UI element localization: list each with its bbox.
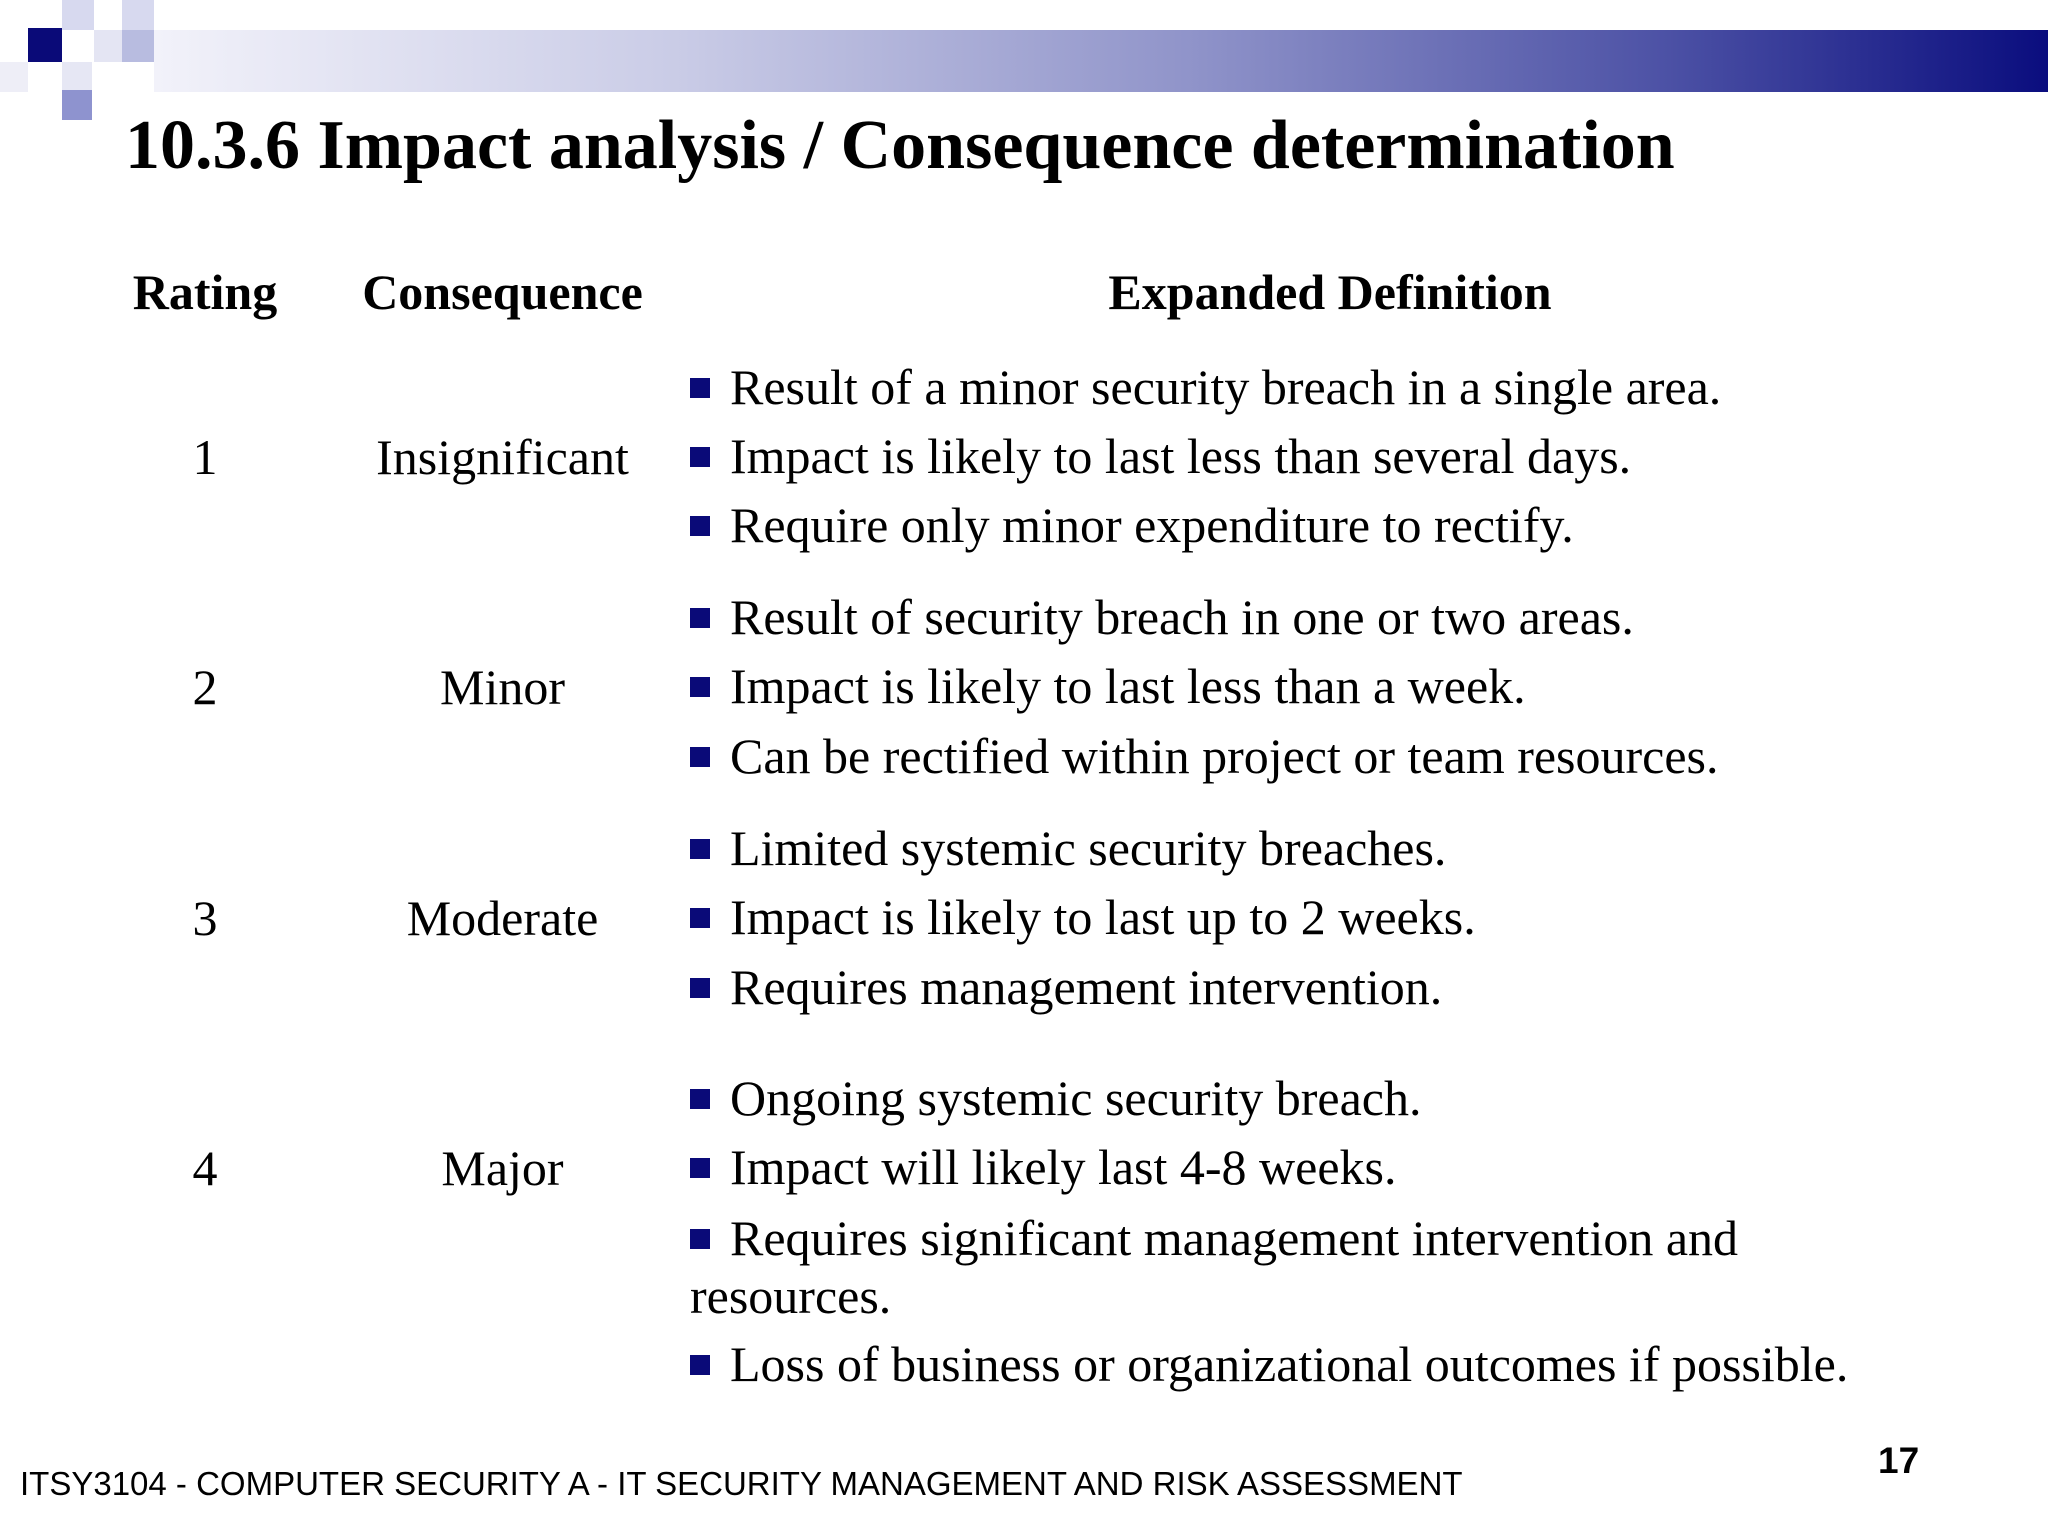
list-item: Impact is likely to last less than sever…	[690, 427, 1990, 485]
decor-square	[0, 62, 28, 92]
list-item: Require only minor expenditure to rectif…	[690, 496, 1990, 554]
square-bullet-icon	[690, 978, 710, 998]
square-bullet-icon	[690, 1158, 710, 1178]
column-header-rating: Rating	[132, 264, 278, 320]
list-item: Result of a minor security breach in a s…	[690, 358, 1990, 416]
list-item: Result of security breach in one or two …	[690, 588, 1990, 646]
slide-title: 10.3.6 Impact analysis / Consequence det…	[125, 107, 1675, 184]
list-item: Requires management intervention.	[690, 958, 1990, 1016]
list-item: Loss of business or organizational outco…	[690, 1335, 1990, 1393]
square-bullet-icon	[690, 677, 710, 697]
decor-square	[28, 28, 62, 62]
list-item: Impact will likely last 4-8 weeks.	[690, 1138, 1990, 1196]
list-item: Impact is likely to last up to 2 weeks.	[690, 888, 1990, 946]
square-bullet-icon	[690, 516, 710, 536]
page-number: 17	[1878, 1440, 1920, 1481]
column-header-consequence: Consequence	[362, 264, 643, 320]
slide-footer: ITSY3104 - COMPUTER SECURITY A - IT SECU…	[20, 1465, 1463, 1502]
list-item: Requires significant management interven…	[690, 1210, 1739, 1324]
row-1-consequence: Insignificant	[376, 429, 629, 485]
square-bullet-icon	[690, 1355, 710, 1375]
decor-square	[62, 62, 92, 92]
square-bullet-icon	[690, 447, 710, 467]
row-4-consequence: Major	[441, 1140, 564, 1196]
list-item: Ongoing systemic security breach.	[690, 1069, 1990, 1127]
square-bullet-icon	[690, 747, 710, 767]
decor-square	[94, 30, 122, 62]
row-3-rating: 3	[192, 890, 218, 946]
decor-square	[62, 90, 92, 120]
square-bullet-icon	[690, 839, 710, 859]
square-bullet-icon	[690, 608, 710, 628]
row-4-rating: 4	[192, 1140, 218, 1196]
row-2-consequence: Minor	[440, 659, 565, 715]
row-2-rating: 2	[192, 659, 218, 715]
title-gradient-bar	[154, 30, 2048, 92]
square-bullet-icon	[690, 1089, 710, 1109]
row-1-rating: 1	[192, 429, 218, 485]
column-header-definition: Expanded Definition	[1108, 264, 1552, 320]
decor-square	[122, 30, 154, 62]
square-bullet-icon	[690, 378, 710, 398]
square-bullet-icon	[690, 908, 710, 928]
square-bullet-icon	[690, 1229, 710, 1249]
list-item: Limited systemic security breaches.	[690, 819, 1990, 877]
list-item: Impact is likely to last less than a wee…	[690, 657, 1990, 715]
list-item: Can be rectified within project or team …	[690, 727, 1990, 785]
row-3-consequence: Moderate	[406, 890, 599, 946]
decor-square	[62, 0, 94, 30]
decor-square	[122, 0, 154, 30]
